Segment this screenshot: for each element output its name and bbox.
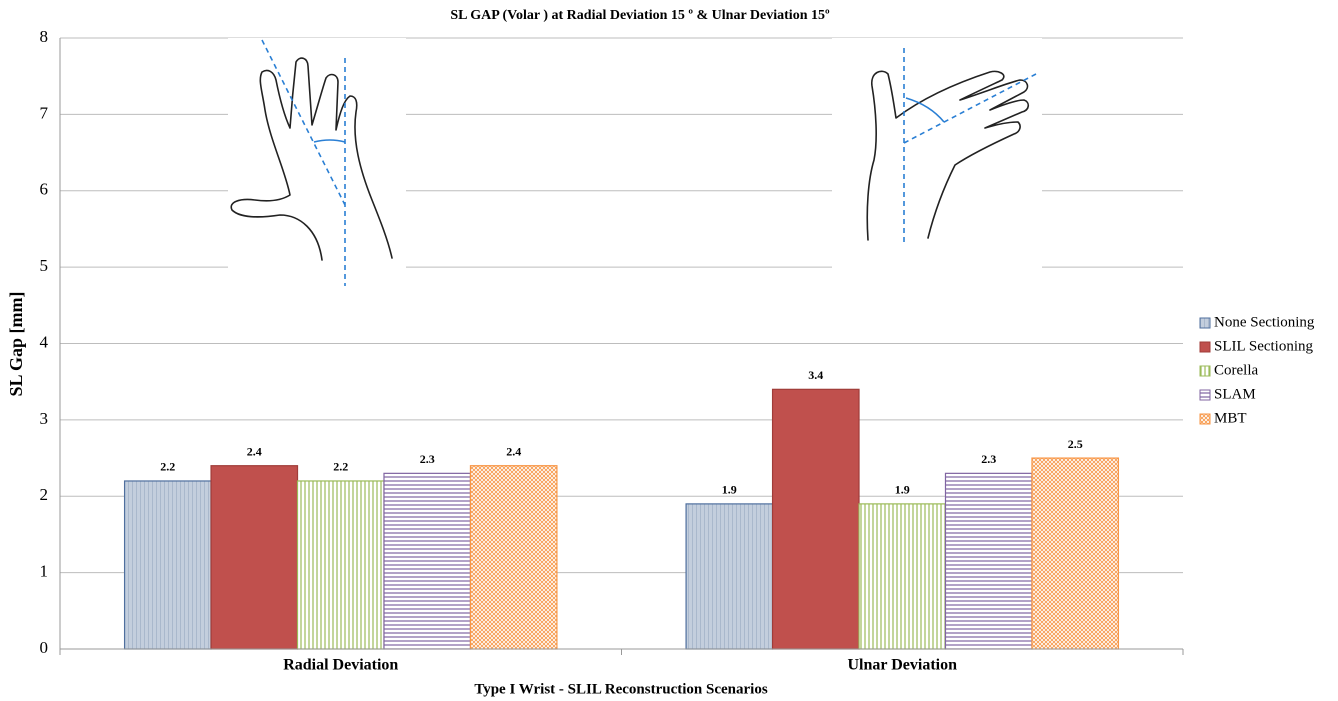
chart-title: SL GAP (Volar ) at Radial Deviation 15 º… [450,8,830,23]
data-label: 2.3 [981,452,996,466]
bar [686,504,772,649]
bar [470,466,556,649]
x-tick-label: Radial Deviation [283,657,398,674]
bar [859,504,945,649]
legend-label: None Sectioning [1214,314,1315,330]
bar [773,389,859,649]
illustrations [228,38,1042,288]
bar [211,466,297,649]
y-tick-label: 2 [40,485,49,504]
legend-label: SLAM [1214,386,1256,402]
data-label: 1.9 [722,483,737,497]
legend-swatch [1200,390,1210,400]
legend-swatch [1200,342,1210,352]
y-axis-title: SL Gap [mm] [6,291,26,396]
chart: SL GAP (Volar ) at Radial Deviation 15 º… [0,0,1338,701]
bar [945,473,1031,649]
bar [384,473,470,649]
legend-label: MBT [1214,410,1247,426]
data-label: 2.4 [506,444,521,458]
legend-swatch [1200,366,1210,376]
legend-label: SLIL Sectioning [1214,338,1314,354]
x-tick-label: Ulnar Deviation [848,657,958,674]
data-label: 2.4 [247,444,262,458]
x-axis-title: Type I Wrist - SLIL Reconstruction Scena… [474,681,768,697]
data-label: 2.2 [160,460,175,474]
y-tick-label: 8 [40,27,49,46]
data-label: 2.5 [1068,437,1083,451]
y-tick-label: 7 [40,103,49,122]
legend-swatch [1200,318,1210,328]
legend-label: Corella [1214,362,1258,378]
y-tick-label: 6 [40,180,49,199]
y-tick-label: 1 [40,562,49,581]
data-label: 2.2 [333,460,348,474]
data-label: 3.4 [808,368,823,382]
bar [125,481,211,649]
legend-swatch [1200,414,1210,424]
y-tick-label: 4 [40,332,49,351]
y-tick-label: 5 [40,256,49,275]
data-label: 2.3 [420,452,435,466]
bar [1032,458,1118,649]
y-tick-label: 3 [40,409,49,428]
y-tick-label: 0 [40,638,49,657]
bar [298,481,384,649]
data-label: 1.9 [895,483,910,497]
